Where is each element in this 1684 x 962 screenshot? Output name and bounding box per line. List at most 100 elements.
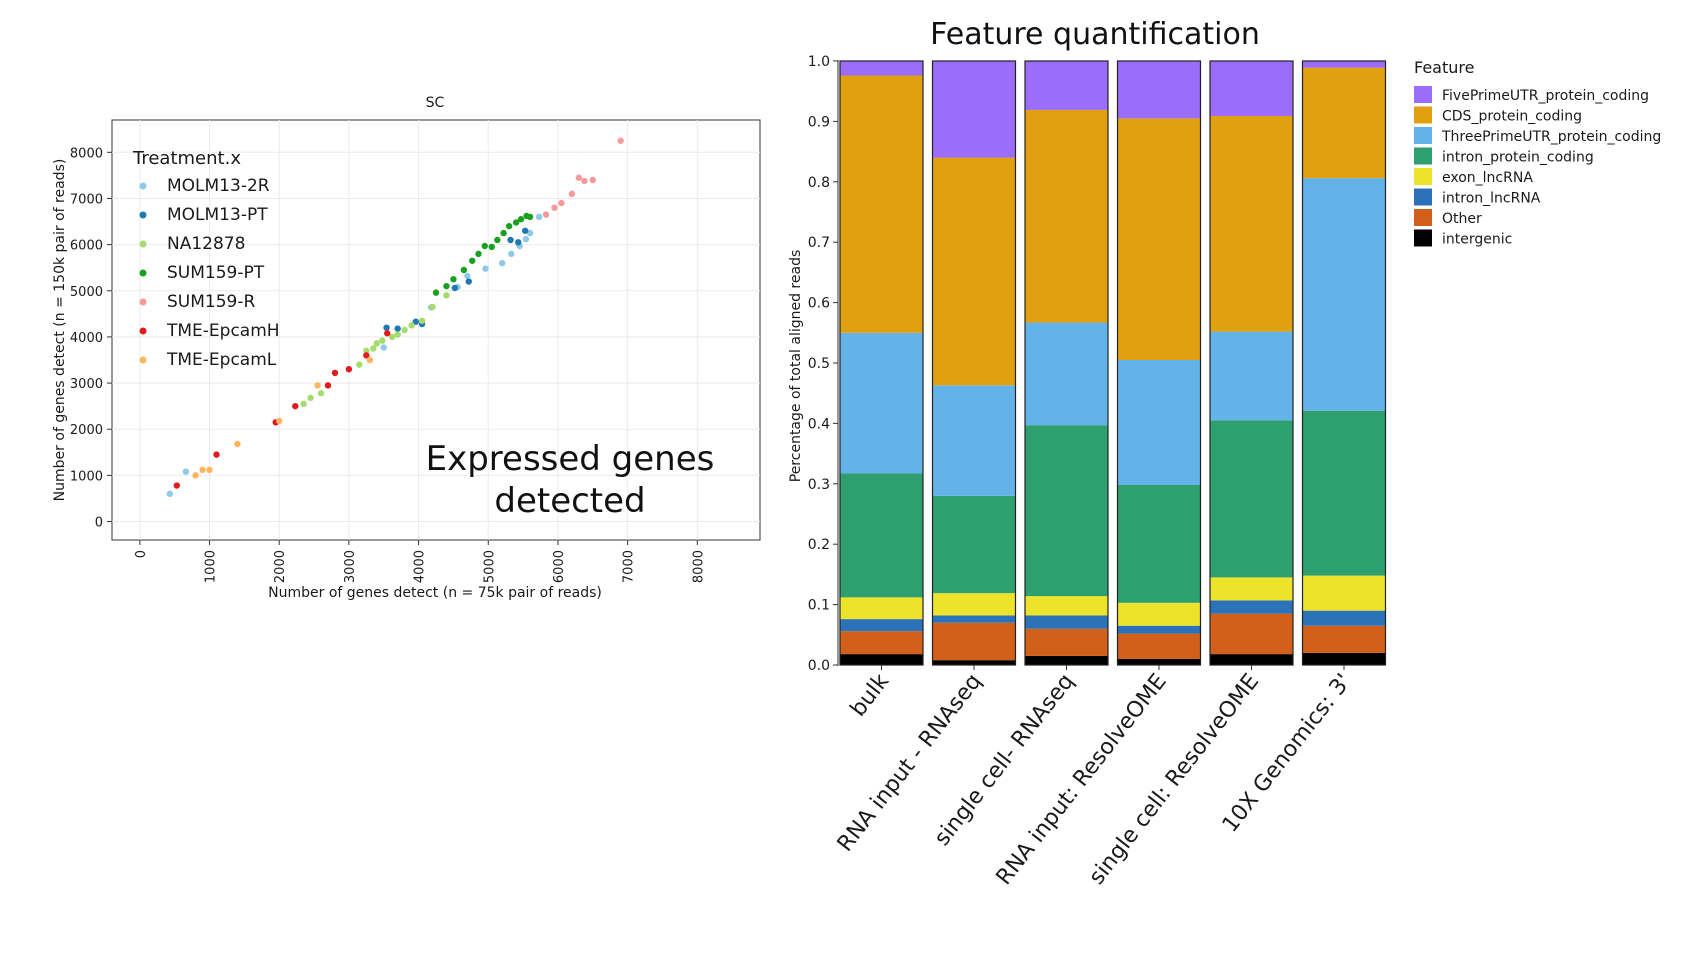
bar-legend-label: intron_lncRNA — [1442, 191, 1541, 207]
bar-segment — [1117, 118, 1201, 360]
scatter-point — [589, 176, 596, 184]
bar-segment — [1302, 61, 1386, 68]
scatter-x-ticks: 0 1000 2000 3000 4000 5000 6000 7000 8000 — [134, 540, 706, 583]
scatter-chart: SC 0 1000 2000 3000 4000 5000 6000 7000 8000 0 10… — [52, 95, 761, 601]
scatter-point — [469, 257, 476, 264]
scatter-point — [383, 324, 390, 331]
bar-segment — [1117, 359, 1201, 486]
bar-segment — [932, 660, 1016, 665]
scatter-x-tick-label: 0 — [134, 550, 149, 558]
scatter-point — [507, 236, 514, 244]
bar-legend-key — [1414, 168, 1432, 185]
bar-segment — [1117, 633, 1201, 659]
bar-x-tick-label: RNA input: ResolveOME — [992, 669, 1172, 890]
scatter-x-tick-label: 2000 — [273, 550, 288, 583]
scatter-point — [314, 382, 321, 389]
scatter-y-tick-label: 6000 — [70, 239, 103, 254]
bar-segment — [1302, 610, 1386, 626]
bar-y-tick-label: 0.7 — [808, 235, 830, 251]
bar-segment — [1210, 654, 1293, 665]
scatter-legend-label: MOLM13-2R — [167, 176, 270, 196]
bar-segment — [1025, 425, 1108, 597]
scatter-point — [481, 242, 488, 250]
scatter-x-axis-label: Number of genes detect (n = 75k pair of … — [268, 585, 602, 601]
scatter-point — [276, 417, 283, 425]
scatter-point — [418, 317, 426, 324]
bar-segment — [840, 597, 923, 620]
scatter-point — [522, 235, 530, 243]
scatter-point — [363, 347, 370, 354]
bar-legend-key — [1414, 147, 1432, 165]
scatter-point — [443, 292, 450, 299]
scatter-legend-label: TME-EpcamL — [166, 350, 277, 370]
bar-y-tick-label: 0.2 — [808, 537, 830, 553]
scatter-point — [465, 278, 472, 285]
bar-segment — [1302, 178, 1386, 411]
annotation-line-2: detected — [494, 481, 645, 521]
scatter-point — [475, 250, 482, 258]
scatter-point — [192, 472, 199, 479]
bar-segment — [1025, 61, 1108, 110]
bar-y-tick-label: 0.6 — [808, 296, 830, 312]
scatter-point — [500, 229, 507, 237]
bar-legend-label: exon_lncRNA — [1442, 170, 1533, 186]
bar-segment — [1210, 61, 1293, 116]
bar-segment — [932, 495, 1016, 594]
scatter-point — [408, 322, 415, 329]
scatter-x-tick-label: 3000 — [343, 550, 358, 583]
scatter-point — [401, 326, 408, 334]
scatter-point — [363, 352, 370, 359]
bar-segment — [932, 385, 1016, 496]
bar-segment — [932, 622, 1016, 661]
scatter-y-tick-label: 4000 — [70, 331, 103, 346]
bar-segment — [1302, 652, 1386, 665]
scatter-point — [460, 266, 468, 274]
bar-y-tick-label: 0.4 — [808, 416, 830, 432]
bar-segment — [840, 473, 923, 598]
bar-segment — [1210, 115, 1293, 332]
scatter-point — [508, 250, 515, 258]
bar-legend: Feature FivePrimeUTR_protein_coding CDS_p… — [1414, 58, 1661, 248]
bar-y-tick-label: 0.3 — [808, 477, 830, 493]
bar-segment — [932, 593, 1016, 616]
scatter-y-axis-label: Number of genes detect (n = 150k pair of… — [52, 159, 68, 502]
bar-y-tick-label: 1.0 — [808, 54, 830, 70]
bar-segment — [1302, 625, 1386, 653]
bar-stacks — [839, 60, 1387, 666]
scatter-point — [443, 282, 450, 290]
scatter-point — [542, 211, 550, 218]
bar-legend-key — [1414, 229, 1432, 247]
scatter-point — [432, 289, 440, 296]
scatter-point — [234, 440, 241, 448]
scatter-legend-title: Treatment.x — [132, 148, 241, 169]
stacked-bar-chart: Feature quantification 0.00.10.20.30.40.… — [788, 17, 1661, 890]
scatter-point — [345, 366, 353, 373]
scatter-legend-key — [139, 356, 147, 364]
bar-segment — [1210, 613, 1293, 655]
scatter-point — [575, 174, 583, 181]
scatter-legend-key — [139, 211, 147, 219]
scatter-point — [331, 369, 339, 377]
annotation-line-1: Expressed genes — [426, 439, 715, 479]
scatter-point — [517, 216, 525, 223]
bar-segment — [1210, 577, 1293, 601]
scatter-point — [535, 213, 543, 221]
scatter-point — [300, 400, 307, 408]
scatter-y-tick-label: 7000 — [70, 192, 103, 207]
scatter-point — [317, 390, 325, 397]
scatter-legend-key — [139, 269, 147, 277]
scatter-point — [521, 227, 529, 234]
bar-segment — [1302, 410, 1386, 576]
scatter-point — [213, 451, 220, 458]
scatter-point — [166, 490, 174, 498]
scatter-legend-key — [139, 182, 147, 190]
bar-segment — [840, 75, 923, 333]
scatter-point — [199, 466, 206, 474]
scatter-y-tick-label: 3000 — [70, 377, 103, 392]
bar-segment — [932, 157, 1016, 386]
bar-y-tick-label: 0.5 — [808, 356, 830, 372]
scatter-point — [182, 468, 190, 475]
scatter-point — [568, 190, 576, 198]
scatter-point — [380, 344, 387, 351]
